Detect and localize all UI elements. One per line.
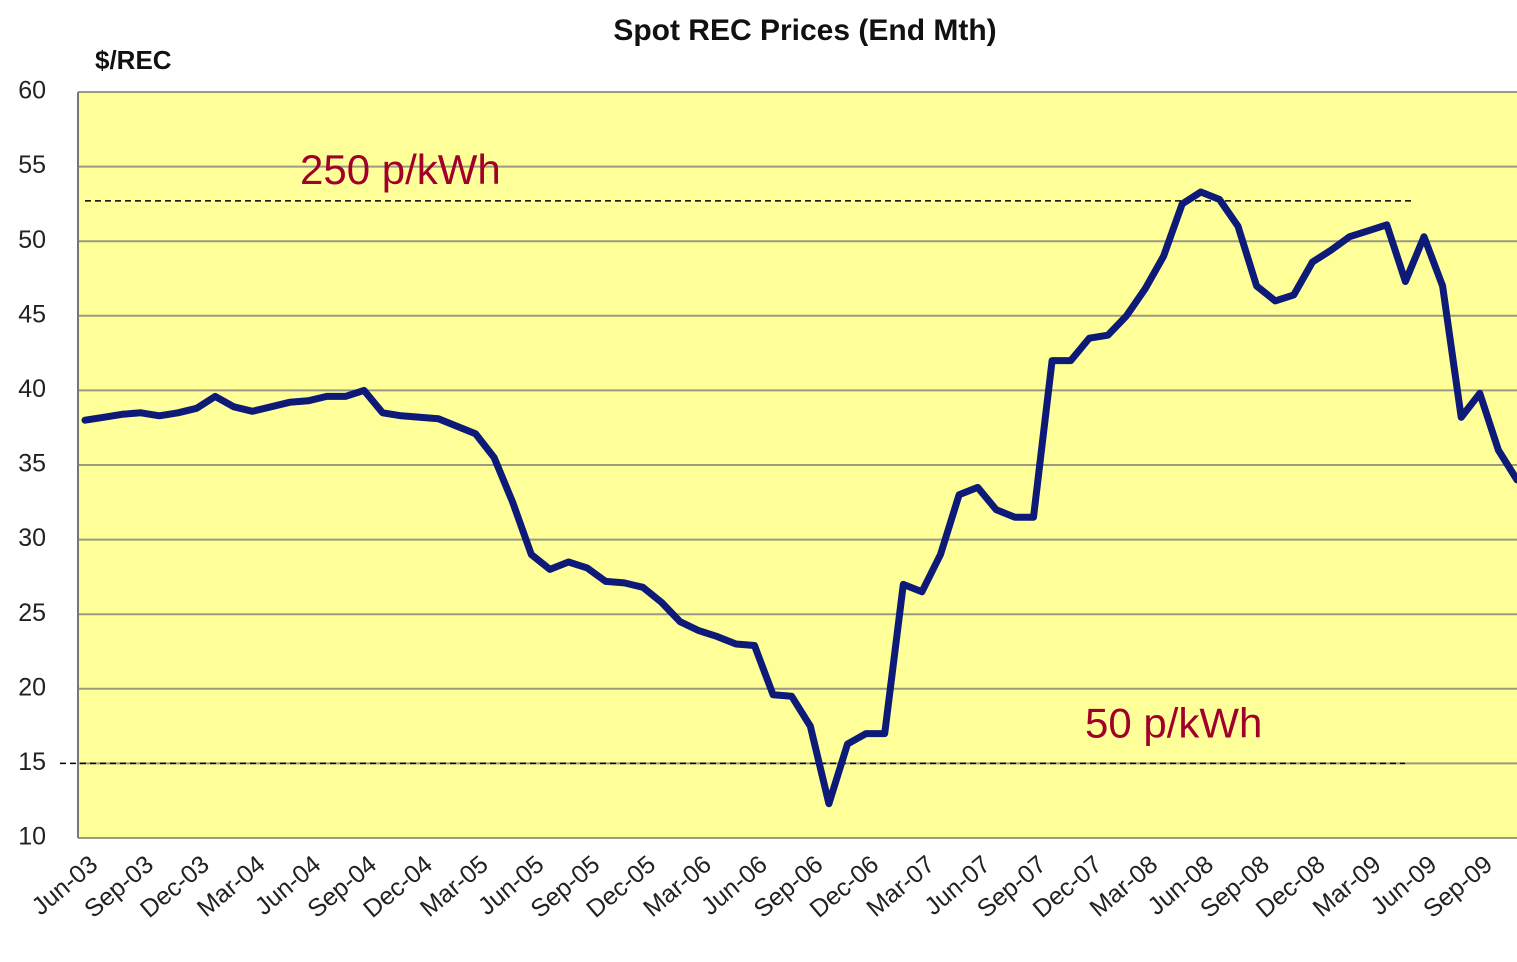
y-tick-label: 45 — [18, 300, 46, 328]
y-tick-label: 60 — [18, 77, 46, 105]
reference-label: 50 p/kWh — [1085, 699, 1262, 746]
y-tick-label: 40 — [18, 375, 46, 403]
data-line — [81, 188, 1517, 808]
y-tick-label: 50 — [18, 226, 46, 254]
y-tick-label: 10 — [18, 823, 46, 851]
reference-label: 250 p/kWh — [300, 146, 501, 193]
y-tick-label: 20 — [18, 673, 46, 701]
y-tick-label: 25 — [18, 599, 46, 627]
y-tick-label: 35 — [18, 450, 46, 478]
y-tick-label: 55 — [18, 151, 46, 179]
y-tick-label: 30 — [18, 524, 46, 552]
y-axis-label: $/REC — [95, 45, 172, 75]
chart-title: Spot REC Prices (End Mth) — [613, 14, 996, 47]
y-tick-label: 15 — [18, 748, 46, 776]
